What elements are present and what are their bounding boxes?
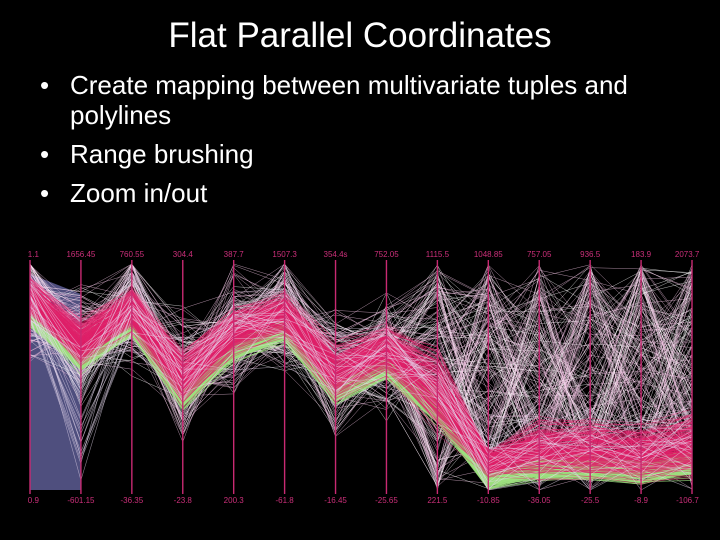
brushed-polyline [29,308,693,482]
axis-bottom-label: -601.15 [67,496,95,505]
context-polyline [29,274,693,463]
brushed-polyline [29,300,693,462]
axis-top-label: 757.05 [526,250,552,259]
brushed-polyline [29,278,693,454]
axis-bottom-label: -36.35 [120,496,144,505]
bullet-dot: • [40,70,50,100]
brushed-polyline [29,301,693,472]
context-polyline [29,305,693,487]
brushed-polyline [29,312,693,474]
axis-top-label: 354.4s [323,250,348,259]
axis-top-label: 2073.7 [674,250,700,259]
bullet-item: • Zoom in/out [40,178,700,208]
bullet-list: • Create mapping between multivariate tup… [40,70,700,217]
axis-bottom-label: -36.05 [527,496,551,505]
context-polyline [29,306,693,483]
brushed-polyline [29,308,693,471]
axis-top-label: 183.9 [631,250,652,259]
band-polyline [29,318,693,483]
slide-title: Flat Parallel Coordinates [168,16,552,55]
axis-top-label: 936.5 [580,250,601,259]
parallel-coordinates-plot[interactable]: 1.1 0.9 1656.45 -601.15 760.55 -36.35 304.4 -23… [22,250,700,510]
parallel-coordinates-svg[interactable] [22,250,700,510]
axis-top-label: 387.7 [223,250,244,259]
context-polyline [29,292,693,467]
context-polyline [29,271,693,459]
axis-bottom-label: -8.9 [634,496,648,505]
bullet-text: Create mapping between multivariate tupl… [70,70,628,130]
context-polyline [29,317,693,473]
brushed-polyline [29,296,693,469]
axis-bottom-label: 0.9 [27,496,39,505]
axis-top-label: 752.05 [374,250,399,259]
axis-bottom-label: -10.85 [476,496,500,505]
bullet-text: Range brushing [70,139,254,169]
axis-top-label: 1115.5 [425,250,450,259]
bullet-dot: • [40,178,50,208]
bullet-item: • Create mapping between multivariate tup… [40,70,700,130]
axis-bottom-label: -61.8 [275,496,294,505]
bullet-item: • Range brushing [40,139,700,169]
context-polyline [29,272,693,459]
context-polyline [29,287,693,468]
axis-bottom-label: -25.5 [581,496,600,505]
axis-bottom-label: -23.8 [173,496,192,505]
bullet-dot: • [40,139,50,169]
context-polyline [29,283,693,483]
axis-top-label: 1048.85 [473,250,503,259]
context-polyline [29,296,693,491]
context-polyline [29,287,693,462]
axis-bottom-label: -25.65 [375,496,398,505]
brushed-polyline [29,311,693,485]
bullet-text: Zoom in/out [70,178,208,208]
axis-top-label: 1507.3 [272,250,297,259]
brushed-polyline [29,313,693,481]
axis-bottom-label: -106.7 [676,496,699,505]
context-polyline [29,287,693,483]
context-polyline [29,303,693,476]
axis-bottom-label: 200.3 [223,496,244,505]
axis-top-label: 1656.45 [66,250,96,259]
axis-top-label: 760.55 [119,250,145,259]
axis-bottom-label: 221.5 [427,496,448,505]
brushed-polyline [29,285,693,456]
axis-top-label: 304.4 [172,250,193,259]
axis-top-label: 1.1 [27,250,39,259]
axis-bottom-label: -16.45 [324,496,347,505]
context-polyline [29,295,693,491]
